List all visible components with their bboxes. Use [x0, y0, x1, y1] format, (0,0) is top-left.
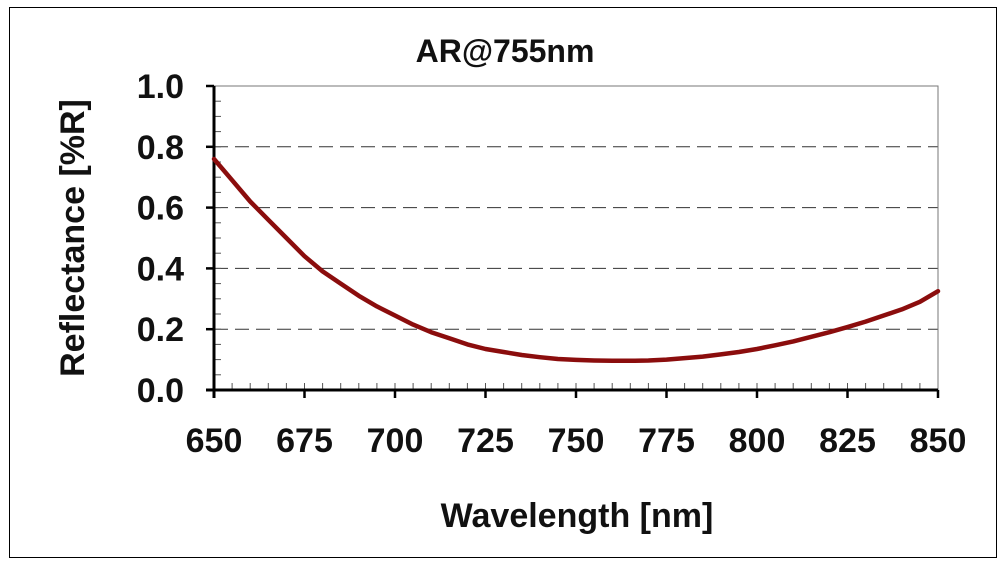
chart-frame — [9, 7, 997, 558]
y-tick-label: 0.2 — [137, 311, 184, 349]
x-tick-label: 825 — [819, 422, 876, 460]
y-tick-label: 0.0 — [137, 372, 184, 410]
series-layer — [211, 156, 941, 364]
x-tick-label: 675 — [276, 422, 333, 460]
y-tick-label: 1.0 — [137, 68, 184, 106]
x-tick-label: 850 — [910, 422, 967, 460]
reflectance-curve — [211, 156, 941, 364]
y-tick-label: 0.6 — [137, 190, 184, 228]
y-axis-title: Reflectance [%R] — [54, 99, 92, 377]
x-tick-label: 800 — [729, 422, 786, 460]
x-axis-title: Wavelength [nm] — [441, 497, 714, 535]
x-tick-label: 700 — [367, 422, 424, 460]
y-tick-label: 0.8 — [137, 129, 184, 167]
y-tick-label: 0.4 — [137, 250, 184, 288]
minor-ticks — [213, 85, 939, 391]
axes — [206, 84, 940, 398]
x-tick-label: 725 — [457, 422, 514, 460]
grid-lines — [214, 146, 938, 330]
plot-area — [213, 85, 939, 391]
x-tick-label: 775 — [638, 422, 695, 460]
x-tick-labels: 650 675 700 725 750 775 800 825 850 — [186, 422, 967, 460]
chart-title: AR@755nm — [416, 33, 595, 69]
x-tick-label: 650 — [186, 422, 243, 460]
x-tick-label: 750 — [548, 422, 605, 460]
y-tick-labels: 0.0 0.2 0.4 0.6 0.8 1.0 — [137, 68, 184, 410]
